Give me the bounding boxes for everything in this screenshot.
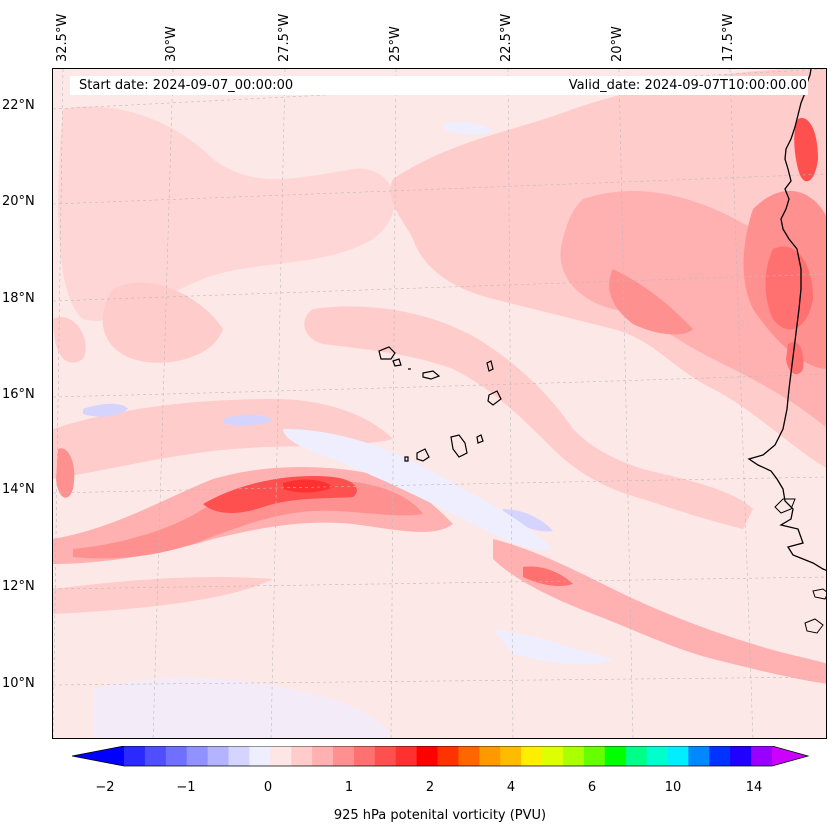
colorbar-tick: −1 [176,780,196,795]
pv-contour-blue [223,414,273,426]
colorbar-tick: 6 [587,780,597,795]
colorbar-segment [667,746,689,766]
colorbar-segment [730,746,752,766]
colorbar-segment [312,746,334,766]
colorbar-tick: −2 [95,780,115,795]
colorbar-segment [374,746,397,766]
colorbar-segment [625,746,648,766]
colorbar-segment [437,746,459,766]
colorbar-tick: 10 [664,780,682,795]
colorbar-outline [72,746,810,767]
pv-contour-blue [503,509,553,532]
colorbar-extend-high [772,746,808,766]
pv-contour-light [53,317,86,363]
pv-field [53,69,826,738]
graticule [53,69,826,738]
colorbar-segment [165,746,188,766]
lon-label: 22.5°W [499,13,514,62]
colorbar-tick: 14 [745,780,763,795]
colorbar-segment [709,746,731,766]
valid-date-text: Valid_date: 2024-09-07T10:00:00.00 [568,78,807,93]
colorbar-segment [228,746,250,766]
pv-contour-light [102,282,223,363]
lat-label: 12°N [2,579,35,594]
colorbar-segment [270,746,292,766]
coastline [774,498,796,514]
colorbar-segment [604,746,627,766]
colorbar-segment [186,746,209,766]
colorbar-tick: 0 [263,780,273,795]
colorbar [72,746,810,767]
pv-contour-light [58,106,395,321]
colorbar-segment [333,746,355,766]
lat-label: 18°N [2,291,35,306]
colorbar-extend-low [72,746,124,766]
colorbar-segment [291,746,313,766]
colorbar-segment [521,746,543,766]
pv-contour-lightblue [493,629,613,665]
lat-label: 16°N [2,387,35,402]
pv-contour-strong [283,479,333,493]
coastline [812,588,826,600]
colorbar-segment [751,746,773,766]
pv-contour-mid [523,566,573,587]
pv-contour-pink [609,269,693,335]
colorbar-segment [124,746,146,766]
pv-contour-mid [56,448,75,498]
pv-contour-light [53,399,393,479]
lat-label: 14°N [2,482,35,497]
pv-contour-pink [493,539,826,684]
colorbar-segment [688,746,710,766]
lon-label: 25°W [388,26,403,62]
lat-label: 10°N [2,676,35,691]
pv-contour-lightblue [283,429,553,550]
lon-label: 32.5°W [55,13,70,62]
colorbar-segment [479,746,501,766]
header-box [70,76,808,95]
coastline [804,618,824,634]
pv-contour-light [304,306,753,529]
pv-contour-mid [73,480,423,559]
lat-label: 20°N [2,194,35,209]
pv-contour-strong [794,118,818,182]
pv-contour-mid [786,341,804,375]
colorbar-segment [416,746,439,766]
lon-label: 30°W [164,26,179,62]
colorbar-tick: 1 [344,780,354,795]
colorbar-segment [395,746,418,766]
pv-contour-lightblue [443,121,493,135]
colorbar-segment [207,746,230,766]
colorbar-segment [249,746,271,766]
colorbar-segment [458,746,480,766]
pv-contour-blue [83,403,128,417]
map-panel [52,68,827,739]
colorbar-segment [562,746,585,766]
colorbar-segment [542,746,564,766]
pv-contour-lightblue [93,677,392,738]
lon-label: 27.5°W [277,13,292,62]
lat-label: 22°N [2,98,35,113]
colorbar-segment [583,746,606,766]
colorbar-segment [144,746,167,766]
islands [378,346,502,462]
start-date-text: Start date: 2024-09-07_00:00:00 [79,78,294,93]
lon-label: 20°W [610,26,625,62]
coastline [747,69,826,571]
colorbar-tick: 2 [425,780,435,795]
colorbar-segment [646,746,668,766]
colorbar-segment [353,746,376,766]
colorbar-label: 925 hPa potenital vorticity (PVU) [333,808,547,823]
lon-label: 17.5°W [721,13,736,62]
colorbar-tick: 4 [506,780,516,795]
colorbar-segment [500,746,522,766]
